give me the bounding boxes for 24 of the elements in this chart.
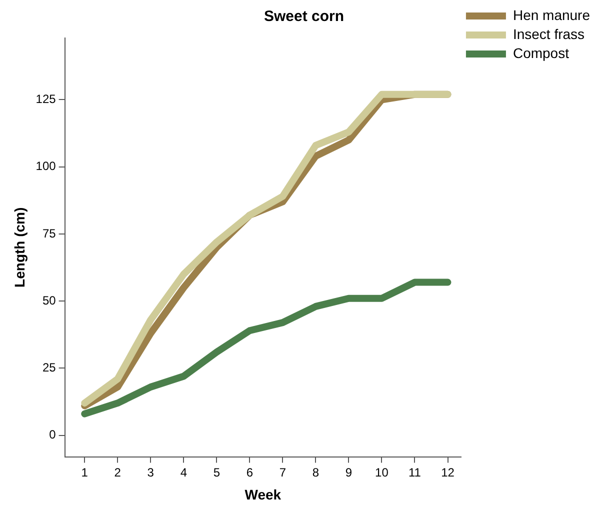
x-tick-label: 3 <box>147 465 154 480</box>
x-tick-label: 9 <box>345 465 352 480</box>
x-tick-label: 6 <box>246 465 254 480</box>
y-tick-label: 125 <box>36 92 56 106</box>
y-tick-label: 50 <box>42 293 56 308</box>
x-tick-label: 11 <box>408 465 422 480</box>
legend-label: Compost <box>512 44 570 61</box>
legend-label: Insect frass <box>512 26 585 42</box>
x-tick-label: 10 <box>375 465 389 480</box>
x-tick-label: 2 <box>114 465 122 480</box>
legend-label: Hen manure <box>512 6 590 23</box>
x-axis-title: Week <box>244 486 282 502</box>
y-tick-label: 25 <box>42 360 56 375</box>
x-tick-label: 5 <box>213 465 220 480</box>
x-tick-label: 7 <box>279 465 286 480</box>
y-tick-label: 75 <box>42 226 56 240</box>
x-tick-label: 1 <box>81 465 88 480</box>
y-axis-title: Length (cm) <box>11 207 28 288</box>
chart-title: Sweet corn <box>264 8 344 26</box>
x-tick-label: 12 <box>441 465 455 480</box>
x-tick-label: 8 <box>312 465 320 480</box>
y-tick-label: 0 <box>49 428 56 442</box>
y-tick-label: 100 <box>36 159 56 174</box>
x-tick-label: 4 <box>180 465 188 480</box>
